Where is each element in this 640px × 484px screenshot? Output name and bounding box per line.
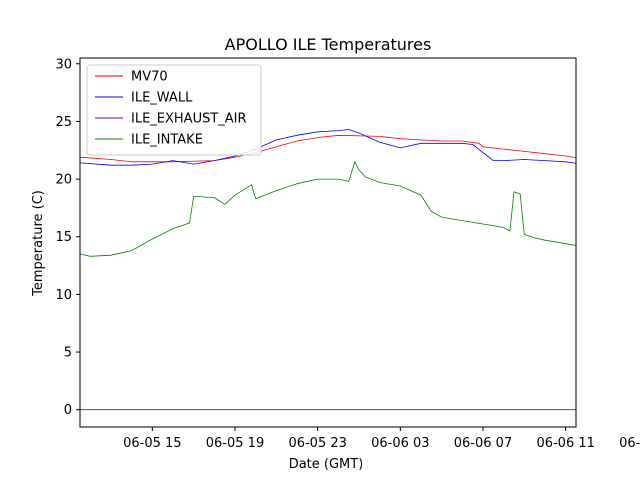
legend-label-mv70: MV70 bbox=[131, 70, 168, 85]
legend-label-ile-wall: ILE_WALL bbox=[131, 91, 193, 106]
legend-label-ile-intake: ILE_INTAKE bbox=[131, 133, 203, 148]
y-tick-label: 10 bbox=[55, 288, 72, 303]
y-tick-label: 25 bbox=[55, 115, 72, 130]
y-axis-label: Temperature (C) bbox=[31, 190, 46, 297]
legend: MV70 ILE_WALL ILE_EXHAUST_AIR ILE_INTAKE bbox=[86, 64, 262, 156]
y-tick-label: 15 bbox=[55, 230, 72, 245]
y-tick-label: 5 bbox=[64, 346, 72, 361]
x-axis-label: Date (GMT) bbox=[289, 457, 364, 472]
y-tick-label: 20 bbox=[55, 173, 72, 188]
chart-title: APOLLO ILE Temperatures bbox=[225, 35, 432, 54]
y-tick-label: 0 bbox=[64, 403, 72, 418]
legend-label-ile-exhaust-air: ILE_EXHAUST_AIR bbox=[131, 112, 247, 127]
axes-frame bbox=[79, 57, 577, 428]
x-tick-label: 06-05 19 bbox=[206, 436, 264, 451]
axes-layer: 0 5 10 15 20 25 30 06-05 15 06-05 19 06-05 23 06-0… bbox=[55, 57, 640, 451]
series-line-ile-intake bbox=[80, 161, 576, 257]
x-tick-label: 06-05 23 bbox=[288, 436, 346, 451]
legend-box bbox=[86, 64, 262, 156]
x-tick-label: 06-06 03 bbox=[371, 436, 429, 451]
series-line-ile-wall bbox=[80, 129, 576, 166]
x-tick-label: 06-06 11 bbox=[536, 436, 594, 451]
x-tick-label: 06-05 15 bbox=[123, 436, 181, 451]
x-tick-label: 06-06 15 bbox=[619, 436, 640, 451]
y-tick-label: 30 bbox=[55, 57, 72, 72]
x-tick-label: 06-06 07 bbox=[454, 436, 512, 451]
